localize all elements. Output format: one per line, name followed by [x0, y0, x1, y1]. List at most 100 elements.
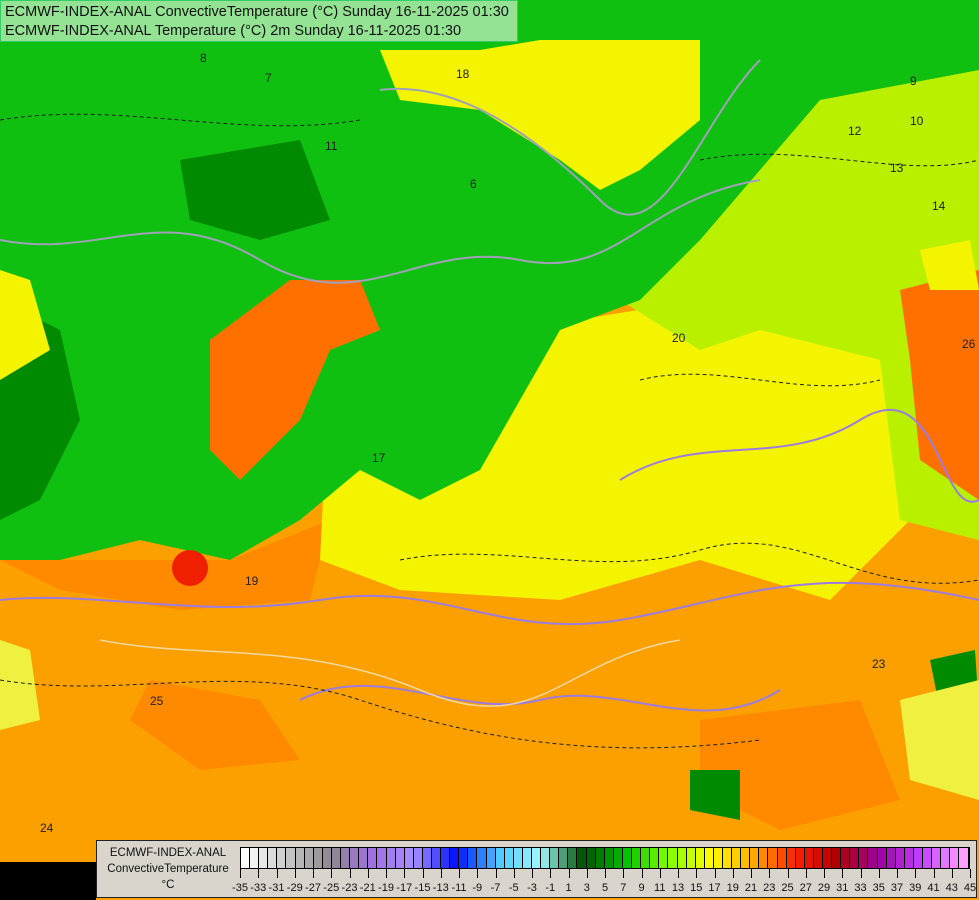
- border-line: [0, 179, 761, 284]
- contour-lines: [0, 113, 979, 749]
- legend-swatch: [295, 848, 305, 868]
- legend-swatch: [595, 848, 605, 868]
- legend-swatch: [477, 848, 487, 868]
- legend-swatch: [632, 848, 642, 868]
- legend-tick: [970, 869, 971, 878]
- legend-tick-label: 23: [763, 882, 776, 894]
- contour-label: 20: [672, 331, 686, 345]
- legend-tick: [349, 869, 351, 878]
- legend-tick: [915, 869, 917, 878]
- title-line-temperature: ECMWF-INDEX-ANAL Temperature (°C) 2m Sun…: [5, 23, 462, 39]
- legend-tick: [294, 869, 296, 878]
- legend-tick: [842, 869, 844, 878]
- contour-label: 23: [872, 657, 886, 671]
- contour-label: 9: [910, 74, 917, 88]
- legend-swatch: [350, 848, 360, 868]
- legend-tick: [276, 869, 278, 878]
- legend-title: ECMWF-INDEX-ANAL ConvectiveTemperature °…: [97, 845, 239, 893]
- legend-swatch: [859, 848, 869, 868]
- contour-label: 10: [910, 114, 924, 128]
- legend-tick: [422, 869, 424, 878]
- legend-tick: [678, 869, 679, 878]
- legend-tick-label: 33: [854, 882, 867, 894]
- legend-swatch: [950, 848, 960, 868]
- legend-swatch: [559, 848, 569, 868]
- legend-tick-label: -19: [378, 882, 394, 894]
- legend-tick-label: -31: [268, 882, 285, 894]
- legend-swatch: [786, 848, 796, 868]
- legend-tick: [732, 869, 734, 878]
- legend-swatch: [832, 848, 842, 868]
- legend-tick-label: -7: [490, 882, 501, 894]
- legend-swatch: [577, 848, 587, 868]
- legend-unit: °C: [161, 879, 175, 891]
- legend-swatch: [513, 848, 523, 868]
- legend-swatch: [841, 848, 851, 868]
- legend-tick-label: -17: [396, 882, 413, 894]
- legend-swatch: [322, 848, 332, 868]
- legend-swatch: [686, 848, 696, 868]
- legend-tick: [258, 869, 260, 878]
- legend-tick-label: -25: [323, 882, 340, 894]
- border-line: [379, 59, 761, 216]
- legend-tick: [623, 869, 625, 878]
- legend-swatch: [932, 848, 942, 868]
- legend-swatch: [704, 848, 714, 868]
- legend-swatch: [250, 848, 260, 868]
- contour-label: 25: [150, 694, 164, 708]
- legend-color-bar: [240, 847, 970, 869]
- region-red-hotspot: [172, 550, 208, 586]
- legend-tick-label: -23: [341, 882, 358, 894]
- contour-label: 18: [456, 67, 470, 81]
- legend-tick: [477, 869, 479, 878]
- contour-label: 14: [932, 199, 946, 213]
- legend-swatch: [741, 848, 751, 868]
- legend-swatch: [377, 848, 387, 868]
- legend-tick: [824, 869, 825, 878]
- legend-swatch: [650, 848, 660, 868]
- contour-line: [639, 373, 881, 387]
- legend-tick: [714, 869, 716, 878]
- legend-swatch: [768, 848, 778, 868]
- legend-tick-label: -27: [305, 882, 321, 894]
- legend-swatch: [268, 848, 278, 868]
- border-line: [619, 409, 979, 503]
- title-line-convective: ECMWF-INDEX-ANAL ConvectiveTemperature (…: [5, 4, 509, 20]
- map-title-box: ECMWF-INDEX-ANAL ConvectiveTemperature (…: [0, 0, 518, 42]
- legend-swatch: [304, 848, 314, 868]
- legend-tick-label: 27: [799, 882, 812, 894]
- legend-tick: [440, 869, 442, 878]
- legend-swatch: [604, 848, 614, 868]
- contour-label: 19: [245, 574, 259, 588]
- legend-tick: [532, 869, 533, 878]
- legend-swatch: [659, 848, 669, 868]
- legend-swatch: [404, 848, 414, 868]
- legend-tick: [769, 869, 771, 878]
- legend-swatch: [613, 848, 623, 868]
- legend-swatch: [895, 848, 905, 868]
- legend-variable: ConvectiveTemperature: [107, 863, 229, 875]
- legend-tick-label: 17: [708, 882, 721, 894]
- legend-swatch: [941, 848, 951, 868]
- legend-tick: [386, 869, 387, 878]
- legend-swatch: [277, 848, 287, 868]
- legend-tick-label: -35: [232, 882, 248, 894]
- legend-tick-label: 31: [836, 882, 849, 894]
- legend-swatch: [386, 848, 396, 868]
- legend-tick: [878, 869, 880, 878]
- legend-tick-label: 39: [909, 882, 922, 894]
- legend-swatch: [359, 848, 369, 868]
- legend-swatch: [923, 848, 933, 868]
- contour-label-group: 18 6 7 8 9 10 12 13 14 20 19 17 11 25 24…: [40, 51, 976, 835]
- legend-tick-label: -11: [451, 882, 467, 894]
- border-line: [0, 581, 979, 626]
- legend-swatch: [495, 848, 505, 868]
- legend-tick-label: -15: [414, 882, 431, 894]
- legend-tick: [367, 869, 369, 878]
- legend-swatch: [586, 848, 596, 868]
- legend-tick-label: 9: [638, 882, 645, 894]
- legend-swatch: [732, 848, 742, 868]
- legend-tick-label: -33: [250, 882, 267, 894]
- legend-swatch: [522, 848, 532, 868]
